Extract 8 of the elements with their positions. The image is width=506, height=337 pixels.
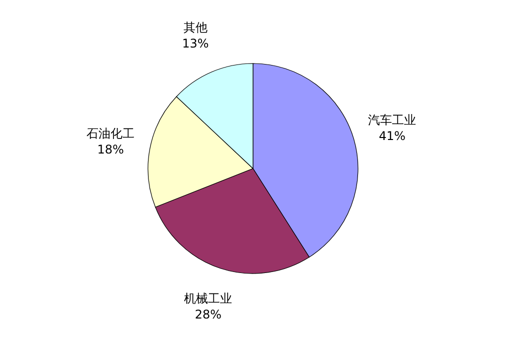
slice-label: 其他 bbox=[183, 20, 208, 34]
slice-label: 机械工业 bbox=[184, 291, 232, 306]
slice-label: 石油化工 bbox=[86, 126, 135, 140]
data-label: 41% bbox=[378, 129, 406, 144]
slice-label: 汽车工业 bbox=[368, 113, 416, 128]
data-label: 18% bbox=[97, 142, 124, 156]
data-label: 28% bbox=[194, 307, 222, 322]
data-label: 13% bbox=[182, 36, 209, 50]
